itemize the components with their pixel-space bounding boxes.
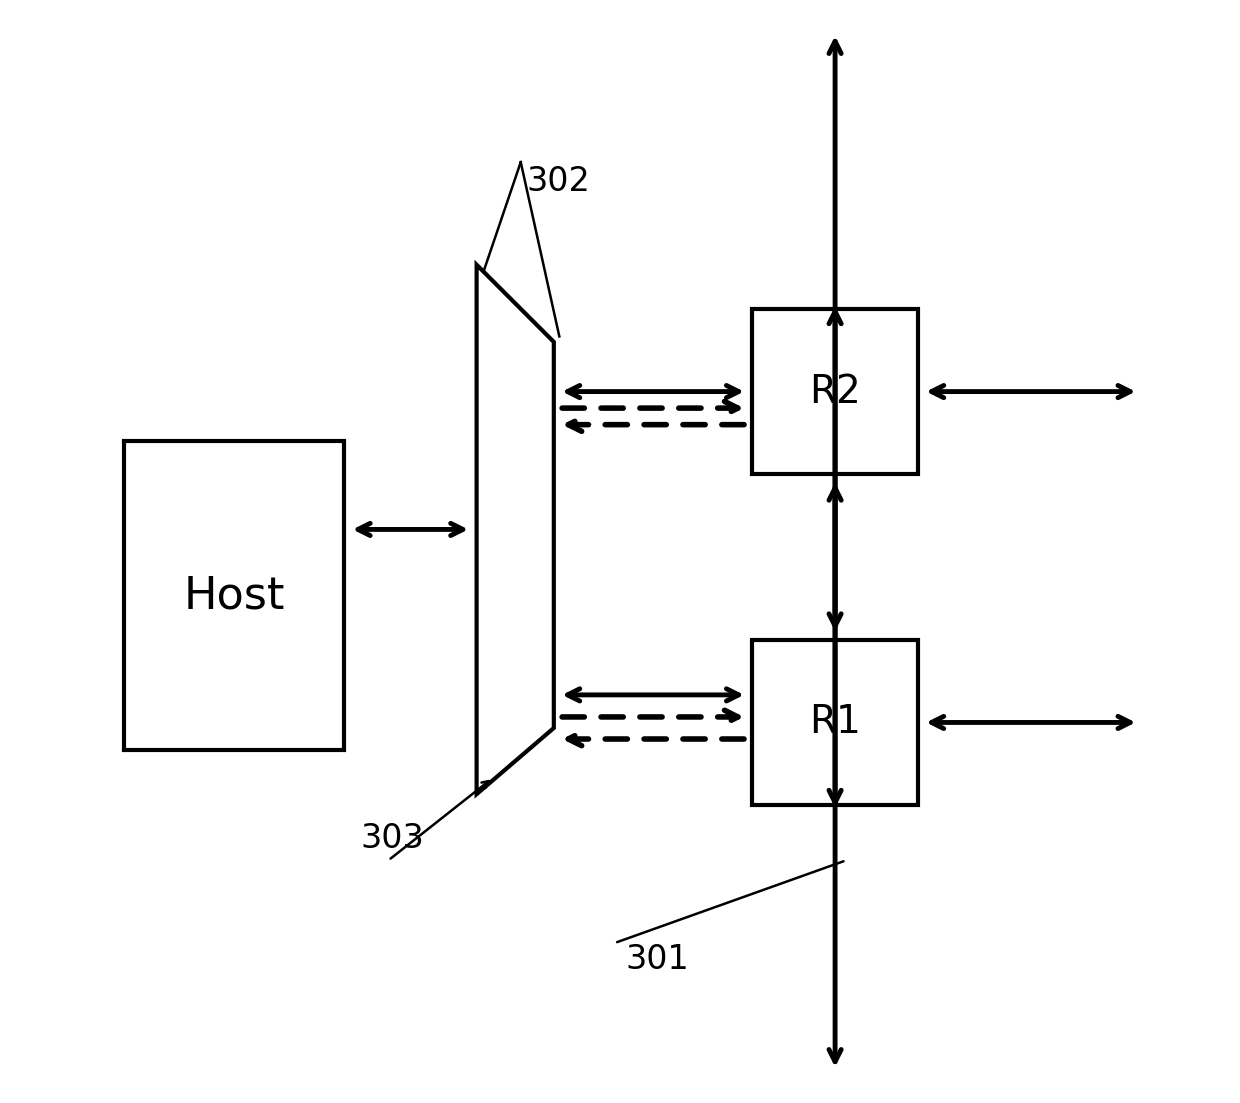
Text: 301: 301 (625, 943, 689, 976)
Bar (753, 309, 918, 474)
Text: R2: R2 (810, 373, 861, 410)
Text: 303: 303 (361, 822, 424, 855)
Text: 302: 302 (526, 165, 590, 199)
Bar (124, 441, 345, 750)
Text: R1: R1 (810, 704, 861, 741)
Polygon shape (476, 265, 554, 794)
Bar (753, 640, 918, 805)
Text: Host: Host (184, 575, 285, 617)
